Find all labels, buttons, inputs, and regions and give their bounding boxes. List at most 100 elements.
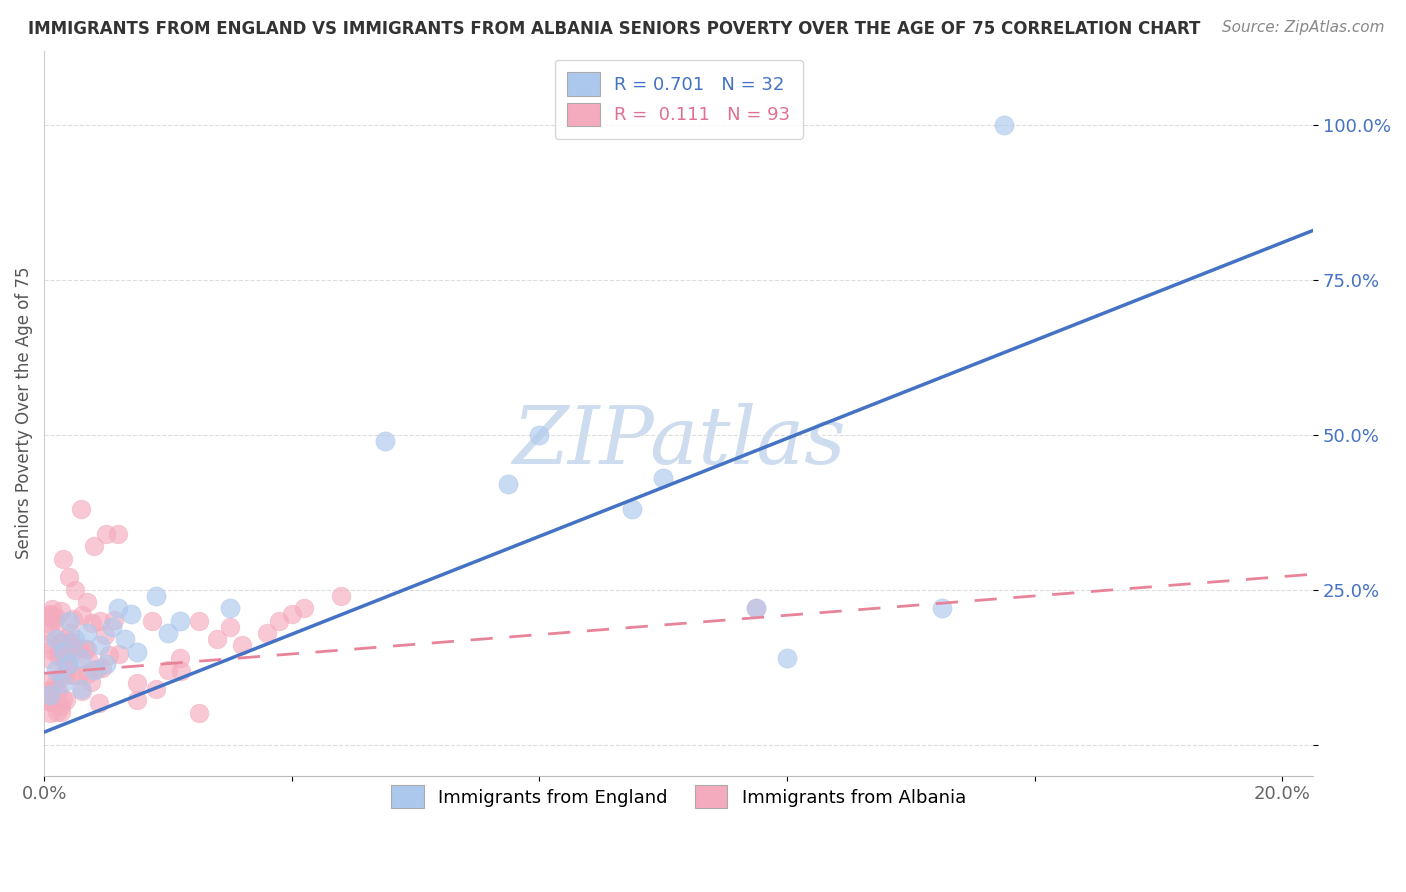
Point: [60, 640, 83, 654]
Point: [45, 684, 67, 698]
Point: [39, 609, 62, 624]
Point: [39, 685, 62, 699]
Point: [58, 570, 80, 584]
Point: [39, 688, 62, 702]
Point: [69, 641, 91, 656]
Point: [145, 589, 167, 603]
Point: [156, 626, 179, 640]
Point: [231, 639, 253, 653]
Point: [39, 624, 62, 639]
Point: [621, 502, 644, 516]
Point: [374, 434, 396, 448]
Point: [498, 477, 520, 491]
Point: [53, 631, 76, 645]
Point: [72, 607, 94, 622]
Point: [256, 626, 278, 640]
Text: Source: ZipAtlas.com: Source: ZipAtlas.com: [1222, 20, 1385, 35]
Point: [156, 663, 179, 677]
Point: [931, 601, 953, 615]
Point: [207, 632, 229, 647]
Point: [62, 668, 84, 682]
Point: [76, 595, 98, 609]
Point: [103, 613, 125, 627]
Point: [58, 614, 80, 628]
Point: [76, 642, 98, 657]
Text: IMMIGRANTS FROM ENGLAND VS IMMIGRANTS FROM ALBANIA SENIORS POVERTY OVER THE AGE : IMMIGRANTS FROM ENGLAND VS IMMIGRANTS FR…: [28, 20, 1201, 37]
Point: [76, 626, 98, 640]
Point: [39, 636, 62, 650]
Point: [55, 645, 77, 659]
Point: [281, 607, 304, 622]
Point: [49, 634, 72, 648]
Point: [39, 706, 62, 720]
Point: [62, 612, 84, 626]
Point: [86, 662, 108, 676]
Point: [41, 685, 63, 699]
Point: [82, 615, 104, 630]
Point: [125, 693, 148, 707]
Point: [91, 661, 114, 675]
Point: [292, 601, 315, 615]
Point: [187, 706, 209, 721]
Point: [218, 601, 240, 615]
Point: [60, 635, 83, 649]
Point: [39, 693, 62, 707]
Point: [39, 682, 62, 697]
Point: [44, 615, 66, 629]
Point: [745, 601, 768, 615]
Y-axis label: Seniors Poverty Over the Age of 75: Seniors Poverty Over the Age of 75: [15, 267, 32, 559]
Point: [83, 663, 105, 677]
Point: [46, 705, 69, 719]
Point: [107, 527, 129, 541]
Point: [48, 644, 70, 658]
Point: [330, 589, 353, 603]
Point: [52, 645, 75, 659]
Point: [45, 663, 67, 677]
Point: [55, 668, 77, 682]
Point: [49, 706, 72, 720]
Point: [187, 614, 209, 628]
Point: [41, 683, 63, 698]
Point: [76, 666, 98, 681]
Point: [169, 665, 191, 679]
Point: [993, 118, 1015, 132]
Point: [58, 657, 80, 671]
Point: [73, 641, 96, 656]
Point: [63, 632, 86, 647]
Point: [169, 650, 191, 665]
Point: [145, 681, 167, 696]
Point: [114, 632, 136, 647]
Point: [87, 697, 110, 711]
Point: [39, 607, 62, 622]
Point: [39, 609, 62, 624]
Point: [776, 650, 799, 665]
Point: [83, 539, 105, 553]
Point: [67, 668, 90, 682]
Text: ZIPatlas: ZIPatlas: [512, 403, 845, 481]
Point: [97, 648, 120, 663]
Point: [120, 607, 142, 622]
Point: [77, 652, 100, 666]
Point: [56, 657, 79, 672]
Point: [39, 694, 62, 708]
Point: [94, 527, 117, 541]
Legend: Immigrants from England, Immigrants from Albania: Immigrants from England, Immigrants from…: [382, 776, 976, 817]
Point: [51, 667, 73, 681]
Point: [59, 626, 82, 640]
Point: [52, 692, 75, 706]
Point: [70, 684, 93, 698]
Point: [89, 614, 111, 628]
Point: [39, 608, 62, 623]
Point: [51, 698, 73, 713]
Point: [107, 647, 129, 661]
Point: [70, 681, 93, 696]
Point: [80, 675, 103, 690]
Point: [42, 672, 65, 686]
Point: [44, 674, 66, 689]
Point: [141, 614, 163, 628]
Point: [652, 471, 675, 485]
Point: [59, 646, 82, 660]
Point: [125, 675, 148, 690]
Point: [94, 628, 117, 642]
Point: [52, 648, 75, 663]
